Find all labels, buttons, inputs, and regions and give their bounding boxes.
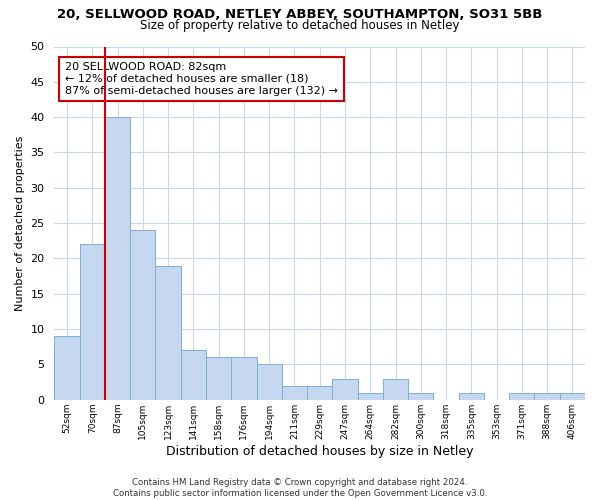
Bar: [307, 386, 332, 400]
Bar: [509, 392, 535, 400]
Bar: [257, 364, 282, 400]
Bar: [155, 266, 181, 400]
Bar: [130, 230, 155, 400]
Bar: [383, 378, 408, 400]
Text: Contains HM Land Registry data © Crown copyright and database right 2024.
Contai: Contains HM Land Registry data © Crown c…: [113, 478, 487, 498]
Bar: [181, 350, 206, 400]
Bar: [560, 392, 585, 400]
Bar: [408, 392, 433, 400]
Bar: [206, 358, 231, 400]
Bar: [458, 392, 484, 400]
Bar: [358, 392, 383, 400]
Bar: [332, 378, 358, 400]
Bar: [80, 244, 105, 400]
Bar: [55, 336, 80, 400]
Bar: [282, 386, 307, 400]
Bar: [535, 392, 560, 400]
X-axis label: Distribution of detached houses by size in Netley: Distribution of detached houses by size …: [166, 444, 473, 458]
Bar: [231, 358, 257, 400]
Y-axis label: Number of detached properties: Number of detached properties: [15, 136, 25, 311]
Text: 20, SELLWOOD ROAD, NETLEY ABBEY, SOUTHAMPTON, SO31 5BB: 20, SELLWOOD ROAD, NETLEY ABBEY, SOUTHAM…: [58, 8, 542, 20]
Bar: [105, 117, 130, 400]
Text: 20 SELLWOOD ROAD: 82sqm
← 12% of detached houses are smaller (18)
87% of semi-de: 20 SELLWOOD ROAD: 82sqm ← 12% of detache…: [65, 62, 338, 96]
Text: Size of property relative to detached houses in Netley: Size of property relative to detached ho…: [140, 18, 460, 32]
